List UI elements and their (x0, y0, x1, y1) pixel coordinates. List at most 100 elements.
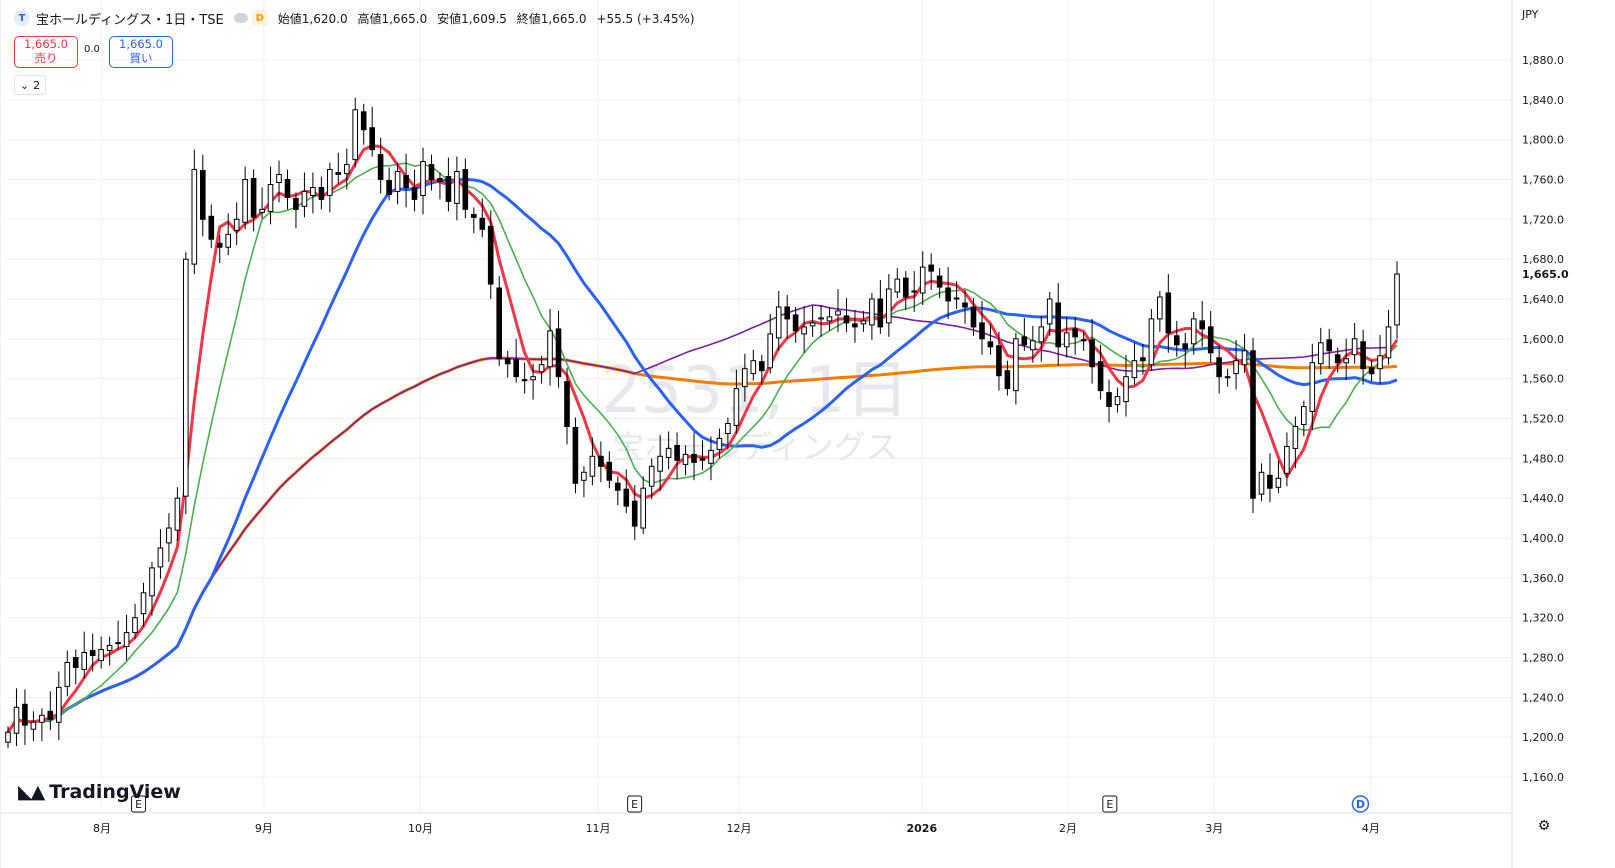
open-label: 始値 (277, 11, 302, 26)
candle (5, 726, 11, 749)
candle (792, 306, 799, 343)
candle (267, 166, 274, 225)
currency-label[interactable]: JPY (1522, 8, 1539, 21)
candle-body (123, 632, 130, 647)
candle-body (725, 423, 731, 434)
candle-body (1097, 361, 1104, 392)
candle-body (903, 277, 909, 298)
price-tick-label: 1,320.0 (1522, 612, 1564, 625)
candle-body (504, 358, 511, 365)
candle-body (318, 187, 325, 200)
candle (1140, 343, 1146, 375)
buy-price: 1,665.0 (119, 37, 163, 51)
indicators-collapse-button[interactable]: ⌄ 2 (14, 75, 46, 95)
candle-body (979, 322, 985, 340)
symbol-logo-icon[interactable]: T (14, 10, 30, 26)
candle (242, 166, 248, 230)
candle-body (1165, 292, 1172, 334)
dividend-marker (1351, 795, 1370, 813)
candle-body (13, 706, 20, 734)
candle (479, 198, 486, 238)
candle (411, 169, 418, 212)
candle-body (293, 197, 299, 210)
candle (530, 363, 536, 400)
candle-body (775, 306, 782, 339)
candle (742, 353, 748, 402)
candle-body (22, 703, 28, 726)
price-tick-label: 1,600.0 (1522, 333, 1564, 346)
candle (572, 417, 579, 494)
sell-button[interactable]: 1,665.0 売り (14, 36, 78, 68)
candle (1207, 310, 1214, 363)
price-tick-label: 1,640.0 (1522, 293, 1564, 306)
candle-body (1241, 350, 1248, 366)
candle (454, 156, 460, 221)
candle-body (1046, 298, 1053, 325)
price-tick-label: 1,840.0 (1522, 94, 1564, 107)
candle (183, 252, 189, 515)
candle (615, 476, 621, 506)
candle (98, 636, 104, 669)
candle (919, 251, 926, 305)
price-axis: 1,160.0 1,200.0 1,240.0 1,280.0 1,320.0 1,360… (0, 0, 1569, 868)
candle-body (945, 287, 951, 302)
candle (106, 636, 113, 666)
candle (293, 192, 299, 229)
price-tick-label: 1,480.0 (1522, 452, 1564, 465)
buy-button[interactable]: 1,665.0 買い (109, 36, 173, 68)
data-badge[interactable]: D (251, 10, 268, 26)
high-value: 1,665.0 (381, 11, 428, 26)
candle (369, 106, 375, 157)
symbol-title[interactable]: 宝ホールディングス・1日・TSE (36, 12, 224, 28)
time-tick-label: 12月 (727, 822, 752, 835)
candle (1360, 329, 1366, 385)
candle-body (149, 567, 155, 597)
candle-body (572, 427, 579, 484)
candle (903, 271, 909, 310)
candle (1318, 327, 1324, 375)
candle (1275, 460, 1282, 494)
candle-body (708, 449, 714, 464)
candle-body (648, 465, 655, 487)
candle (140, 582, 147, 627)
candle-body (1182, 343, 1189, 350)
candle-body (750, 360, 757, 375)
candle (344, 148, 350, 190)
change-value: +55.5 (+3.45%) (596, 11, 695, 26)
close-value: 1,665.0 (540, 11, 587, 26)
candle-body (843, 315, 850, 324)
candle (200, 154, 206, 237)
visibility-icon[interactable] (233, 13, 248, 23)
price-tick-label: 1,720.0 (1522, 213, 1564, 226)
candle (818, 304, 824, 337)
candle-body (987, 341, 994, 348)
candle-body (377, 154, 384, 181)
candle-body (1123, 376, 1129, 403)
candle (504, 350, 511, 378)
candle (1309, 343, 1316, 431)
candle-body (403, 175, 409, 188)
low-value: 1,609.5 (461, 11, 507, 26)
candle-body (140, 592, 147, 615)
candle (1190, 311, 1197, 355)
settings-gear-icon[interactable]: ⚙ (1537, 818, 1551, 834)
candle (962, 290, 968, 324)
candle (674, 432, 680, 480)
candle (691, 432, 697, 481)
candle (979, 300, 985, 355)
candle-body (157, 547, 164, 568)
candle (166, 513, 172, 562)
candle (1157, 291, 1163, 332)
candle-body (1250, 350, 1256, 499)
tradingview-logo[interactable]: ◣▲ TradingView (18, 781, 181, 803)
candle-body (496, 287, 502, 360)
candle-body (242, 179, 248, 223)
candle-body (1030, 340, 1036, 351)
candle-body (208, 215, 215, 240)
candle (513, 338, 520, 383)
candle (1385, 309, 1392, 365)
time-tick-label: 10月 (408, 822, 433, 835)
candle-body (1368, 367, 1375, 375)
